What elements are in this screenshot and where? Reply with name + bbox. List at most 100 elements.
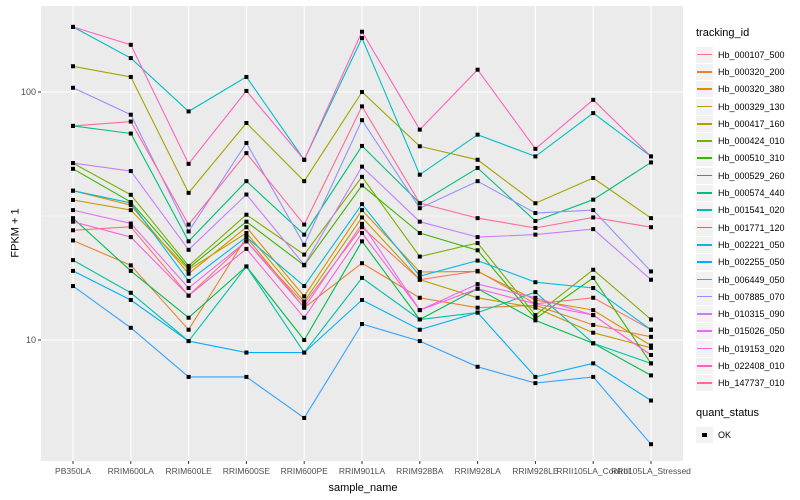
y-tick-label: 10 [26, 335, 36, 345]
data-point [360, 239, 364, 244]
black-square-marker-icon [702, 432, 707, 438]
data-point [302, 179, 307, 184]
legend-item-label: Hb_147737_010 [718, 378, 785, 389]
x-tick-label: RRIM600LE [165, 466, 212, 476]
legend-key-line [697, 364, 712, 367]
legend-key-line [697, 122, 712, 125]
legend-key-swatch [696, 375, 713, 392]
data-point [128, 290, 133, 295]
legend-key-swatch [696, 340, 713, 357]
data-point [244, 231, 249, 236]
data-point [71, 268, 75, 273]
data-point [244, 192, 249, 197]
data-point [591, 208, 596, 213]
data-point [475, 67, 480, 72]
legend-item-label: Hb_019153_020 [718, 343, 785, 354]
legend-item: Hb_000417_160 [696, 115, 800, 132]
legend-item-label: Hb_000417_160 [718, 118, 785, 129]
data-point [360, 183, 364, 188]
legend-item: Hb_019153_020 [696, 340, 800, 357]
data-point [128, 119, 133, 124]
data-point [128, 42, 133, 47]
legend-entries-tracking-id: Hb_000107_500 Hb_000320_200 Hb_000320_380 H… [696, 46, 800, 392]
legend-item: Hb_147737_010 [696, 375, 800, 392]
data-point [302, 315, 307, 320]
data-point [417, 231, 422, 236]
data-point [186, 266, 191, 271]
data-point [533, 305, 538, 310]
legend-item-label: Hb_022408_010 [718, 360, 785, 371]
data-point [360, 208, 364, 213]
data-point [360, 143, 364, 148]
data-point [186, 293, 191, 298]
data-point [475, 235, 480, 240]
legend-item-label: Hb_000574_440 [718, 188, 785, 199]
data-point [128, 263, 133, 268]
legend-key-swatch [696, 115, 713, 132]
x-tick-label: PB350LA [55, 466, 91, 476]
data-point [244, 219, 249, 224]
legend-quant-status: quant_status OK [696, 407, 800, 443]
data-point [360, 225, 364, 230]
data-point [417, 274, 422, 279]
data-point [128, 74, 133, 79]
data-point [244, 74, 249, 79]
data-point [649, 327, 653, 332]
legend-key-swatch [696, 219, 713, 236]
data-point [302, 350, 307, 355]
data-point [475, 286, 480, 291]
data-point [302, 415, 307, 420]
data-point [591, 111, 596, 116]
x-tick-label: RRIM928BA [396, 466, 444, 476]
data-point [71, 24, 75, 29]
data-point [302, 262, 307, 267]
data-point [591, 374, 596, 379]
data-point [533, 211, 538, 216]
data-point [302, 252, 307, 257]
data-point [533, 201, 538, 206]
data-point [591, 267, 596, 272]
legend-key-line [697, 192, 712, 194]
data-point [591, 361, 596, 366]
legend-item: Hb_000329_130 [696, 98, 800, 115]
data-point [244, 350, 249, 355]
legend-item-label: Hb_007885_070 [718, 291, 785, 302]
legend-item: Hb_000107_500 [696, 46, 800, 63]
data-point [128, 224, 133, 229]
data-point [649, 317, 653, 322]
data-point [475, 157, 480, 162]
data-point [649, 345, 653, 350]
data-point [244, 140, 249, 145]
data-point [128, 192, 133, 197]
legend-item-label: Hb_000510_310 [718, 153, 785, 164]
data-point [591, 97, 596, 102]
data-point [417, 317, 422, 322]
data-point [186, 278, 191, 283]
legend-title-quant-status: quant_status [696, 406, 759, 419]
legend-item: Hb_002255_050 [696, 254, 800, 271]
x-tick-label: RRIM600SE [223, 466, 271, 476]
legend-key-swatch [696, 236, 713, 253]
legend-key-line [697, 313, 712, 315]
data-point [186, 229, 191, 234]
data-point [360, 202, 364, 207]
legend-item-label: Hb_000320_380 [718, 84, 785, 95]
data-point [649, 442, 653, 447]
data-point [591, 322, 596, 327]
data-point [533, 295, 538, 300]
legend-item: Hb_000529_260 [696, 167, 800, 184]
data-point [360, 164, 364, 169]
data-point [533, 313, 538, 318]
data-point [475, 305, 480, 310]
data-point [591, 227, 596, 232]
data-point [417, 327, 422, 332]
legend-key-swatch [696, 150, 713, 167]
data-point [360, 90, 364, 94]
data-point [417, 172, 422, 177]
data-point [186, 374, 191, 379]
data-point [128, 268, 133, 273]
legend-item-label: Hb_000320_200 [718, 66, 785, 77]
data-point [244, 212, 249, 217]
data-point [360, 215, 364, 220]
